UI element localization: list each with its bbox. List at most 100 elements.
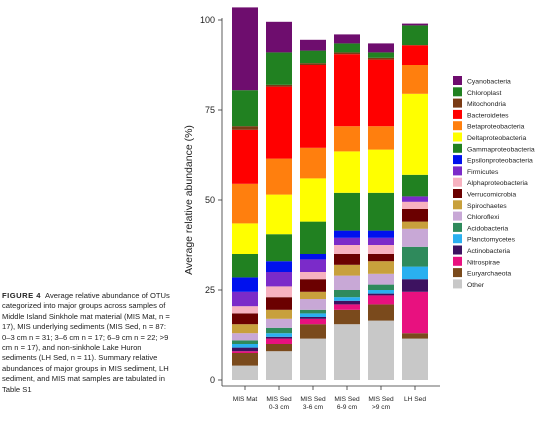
legend-swatch	[453, 87, 462, 97]
bar-segment	[266, 351, 292, 380]
legend-entry: Gammaproteobacteria	[467, 146, 535, 153]
bar-segment	[402, 23, 428, 26]
bar-segment	[334, 230, 360, 238]
legend-swatch	[453, 268, 462, 278]
bar-segment	[232, 254, 258, 278]
bar-segment	[232, 347, 258, 352]
bar-segment	[300, 272, 326, 280]
bar-segment	[334, 52, 360, 55]
legend-entry: Epsilonproteobacteria	[467, 158, 533, 165]
y-tick-label: 50	[205, 195, 215, 205]
legend-swatch	[453, 76, 462, 85]
y-axis-title: Average relative abundance (%)	[183, 125, 195, 275]
bar-segment	[266, 261, 292, 272]
bar-segment	[300, 313, 326, 317]
x-tick-label: MIS Sed	[300, 396, 326, 403]
bar-segment	[334, 126, 360, 152]
bar-segment	[368, 57, 394, 60]
bar-segment	[334, 54, 360, 127]
bar-segment	[300, 324, 326, 339]
x-tick-label: LH Sed	[404, 396, 426, 403]
legend-swatch	[453, 256, 462, 266]
bar-segment	[402, 333, 428, 339]
bar-segment	[402, 174, 428, 197]
bar-segment	[266, 336, 292, 339]
legend-swatch	[453, 98, 462, 108]
bar-segment	[402, 279, 428, 292]
bar-segment	[402, 209, 428, 222]
bar-segment	[266, 309, 292, 319]
bar-segment	[334, 43, 360, 53]
bar-segment	[300, 63, 326, 65]
bar-segment	[300, 221, 326, 254]
figure-label: FIGURE 4	[2, 291, 42, 300]
bar-segment	[300, 291, 326, 299]
legend-entry: Mitochondria	[467, 101, 506, 108]
legend-swatch	[453, 234, 462, 244]
bar-segment	[368, 52, 394, 58]
bar-segment	[266, 272, 292, 287]
bar-segment	[266, 194, 292, 235]
legend-entry: Nitrospirae	[467, 259, 500, 266]
figure-caption: FIGURE 4 Average relative abundance of OT…	[2, 291, 172, 395]
bar-segment	[368, 284, 394, 290]
bar-segment	[368, 254, 394, 262]
bar-segment	[300, 39, 326, 51]
legend-entry: Bacteroidetes	[467, 112, 509, 119]
legend-swatch	[453, 177, 462, 187]
legend-swatch	[453, 121, 462, 131]
bar-segment	[334, 237, 360, 245]
bar-segment	[300, 309, 326, 314]
bar-segment	[300, 259, 326, 272]
legend-swatch	[453, 222, 462, 232]
bar-segment	[266, 84, 292, 87]
bar-segment	[368, 59, 394, 127]
bar-segment	[232, 291, 258, 307]
bar-segment	[300, 254, 326, 260]
legend-swatch	[453, 109, 462, 119]
legend-entry: Deltaproteobacteria	[467, 135, 527, 142]
legend-swatch	[453, 279, 462, 289]
bar-segment	[334, 151, 360, 193]
y-axis: 0 25 50 75 100	[200, 15, 223, 386]
bar-segment	[334, 309, 360, 325]
bar-segment	[232, 7, 258, 91]
bar-segment	[266, 338, 292, 344]
bar-segment	[402, 266, 428, 280]
x-tick-label: MIS Sed	[368, 396, 394, 403]
bar-segment	[368, 293, 394, 296]
y-tick-label: 100	[200, 15, 215, 25]
legend-entry: Chloroplast	[467, 90, 501, 97]
bar-segment	[300, 147, 326, 179]
bar-segment	[334, 290, 360, 298]
bar-segment	[334, 245, 360, 254]
bar-segment	[368, 290, 394, 294]
bar-segment	[300, 318, 326, 325]
legend-entry: Cyanobacteria	[467, 79, 511, 86]
bar-segment	[368, 273, 394, 285]
bar-segment	[232, 223, 258, 254]
legend-swatch	[453, 211, 462, 221]
bar-segment	[368, 304, 394, 321]
legend: Cyanobacteria Chloroplast Mitochondria Bact…	[453, 76, 535, 289]
bar-segment	[300, 338, 326, 380]
bar-segment	[334, 264, 360, 276]
bar-segment	[300, 178, 326, 222]
bar-segment	[402, 45, 428, 65]
bar-segment	[368, 192, 394, 231]
bar-segment	[300, 50, 326, 64]
bar-segment	[232, 353, 258, 366]
legend-swatch	[453, 189, 462, 198]
x-tick-label: MIS Mat	[233, 396, 258, 403]
bar-segment	[402, 221, 428, 229]
bar-segment	[368, 245, 394, 254]
y-tick-label: 0	[210, 375, 215, 385]
bar-segment	[334, 34, 360, 44]
legend-entry: Alphaproteobacteria	[467, 180, 528, 187]
bar-segment	[402, 338, 428, 380]
caption-text: Average relative abundance of OTUs categ…	[2, 291, 170, 394]
bar-segment	[266, 327, 292, 334]
bar-segment	[300, 317, 326, 319]
bar-segment	[368, 230, 394, 238]
